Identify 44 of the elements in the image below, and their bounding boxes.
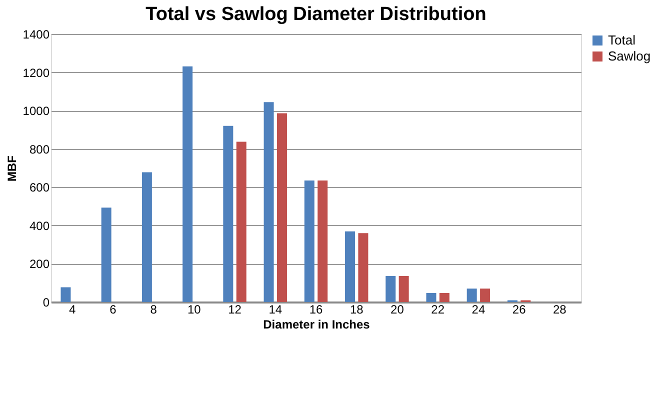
bar (223, 126, 234, 302)
bar (236, 142, 246, 302)
x-tick-label: 10 (187, 302, 202, 316)
x-tick-label: 8 (150, 302, 158, 316)
bar (398, 276, 409, 302)
legend-label: Total (608, 32, 636, 48)
x-axis-title: Diameter in Inches (263, 318, 370, 332)
x-tick-label: 16 (309, 302, 323, 316)
bar (466, 288, 477, 302)
y-tick-label: 1000 (22, 104, 50, 118)
chart-title: Total vs Sawlog Diameter Distribution (146, 4, 486, 25)
x-tick-label: 12 (228, 302, 242, 316)
bar (142, 172, 152, 302)
y-tick-label: 1200 (22, 66, 50, 80)
x-tick-label: 20 (390, 302, 404, 316)
y-tick-label: 0 (42, 296, 50, 310)
bar (358, 233, 368, 302)
x-tick-label: 26 (512, 302, 526, 316)
x-tick-label: 4 (68, 302, 76, 316)
bar (182, 66, 193, 302)
bar (264, 102, 274, 302)
bar (426, 293, 436, 302)
x-tick-label: 24 (472, 302, 486, 316)
y-axis-title: MBF (4, 156, 19, 182)
y-tick-label: 400 (29, 218, 50, 233)
bar (304, 180, 314, 302)
x-tick-label: 6 (110, 302, 117, 316)
bar (318, 180, 328, 302)
legend-label: Sawlog (608, 48, 651, 64)
bar (386, 276, 396, 302)
bar (480, 288, 490, 302)
bar (276, 113, 287, 302)
x-tick-label: 18 (350, 302, 364, 316)
bar (101, 208, 112, 302)
bar (60, 287, 71, 302)
y-tick-label: 600 (29, 180, 50, 195)
y-tick-label: 800 (29, 142, 50, 156)
y-tick-label: 1400 (22, 28, 50, 42)
bar (439, 293, 450, 302)
bar (345, 231, 356, 302)
y-tick-label: 200 (29, 257, 50, 272)
x-tick-label: 28 (553, 302, 567, 316)
x-tick-label: 22 (431, 302, 445, 316)
x-tick-label: 14 (268, 302, 282, 316)
